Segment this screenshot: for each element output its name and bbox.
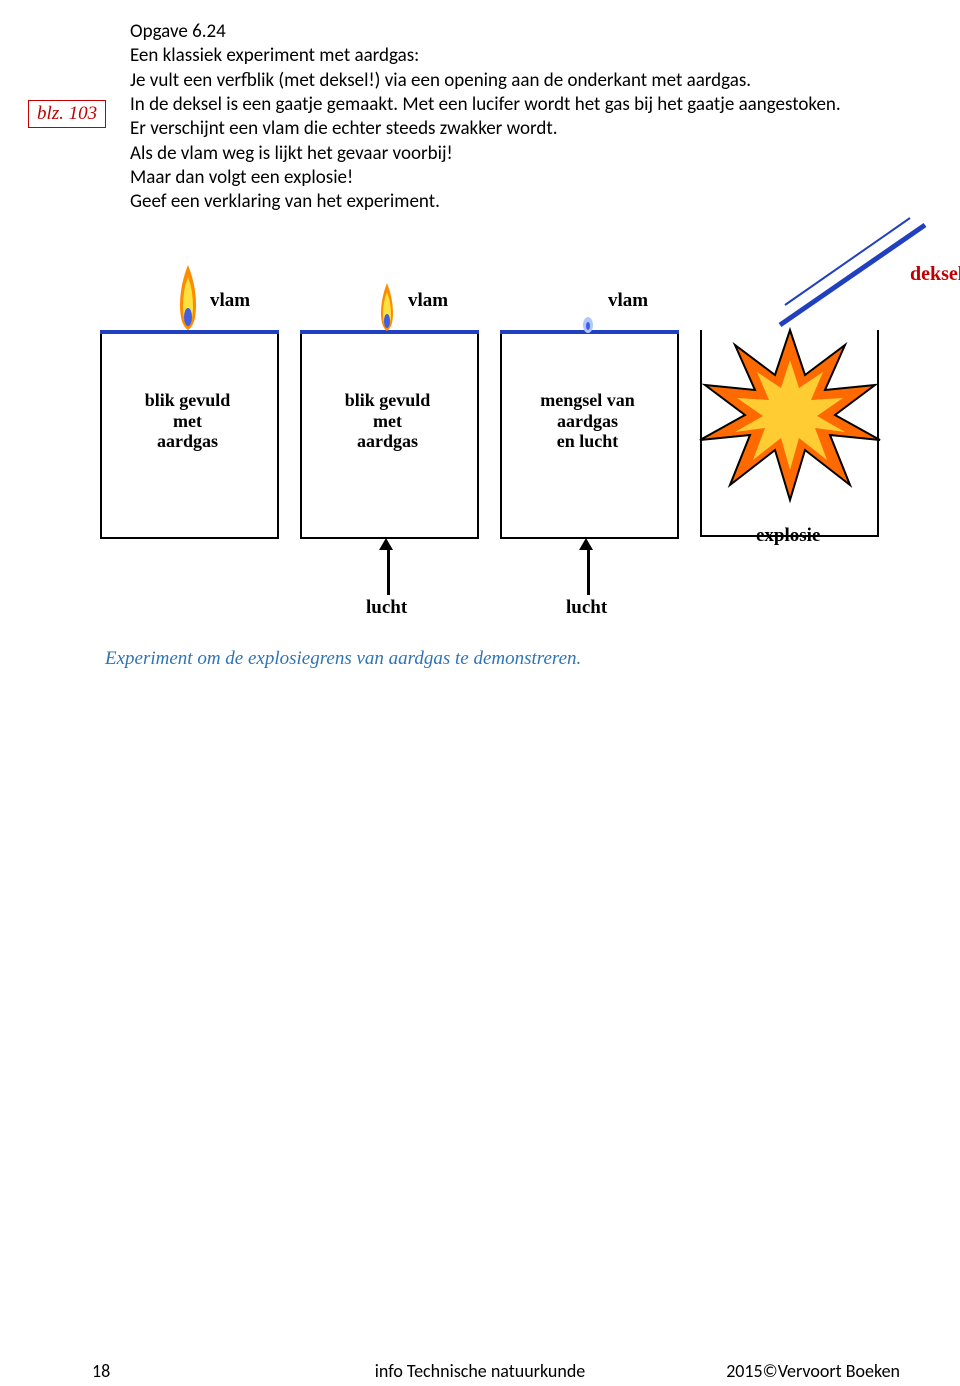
box-label-line: met	[173, 411, 202, 431]
flame-icon	[580, 315, 596, 335]
box-label-line: aardgas	[357, 431, 418, 451]
explosion-icon	[695, 320, 885, 510]
experiment-diagram: deksel vlam blik gevuld met aardgas vlam…	[70, 235, 920, 635]
flame-label: vlam	[210, 290, 250, 312]
box-label-line: aardgas	[157, 431, 218, 451]
assignment-title: Opgave 6.24	[130, 20, 930, 44]
assignment-line: In de deksel is een gaatje gemaakt. Met …	[130, 93, 930, 117]
box-label-line: met	[373, 411, 402, 431]
box-label-line: blik gevuld	[345, 390, 431, 410]
assignment-line: Je vult een verfblik (met deksel!) via e…	[130, 69, 930, 93]
box-label: mengsel van aardgas en lucht	[500, 390, 675, 452]
box-label: blik gevuld met aardgas	[300, 390, 475, 452]
flame-icon	[372, 283, 402, 335]
lucht-label: lucht	[566, 597, 607, 619]
box-label-line: en lucht	[557, 431, 619, 451]
page-reference: blz. 103	[28, 100, 106, 128]
box-label-line: blik gevuld	[145, 390, 231, 410]
assignment-text: Opgave 6.24 Een klassiek experiment met …	[130, 20, 930, 215]
box-label-line: aardgas	[557, 411, 618, 431]
box-label: blik gevuld met aardgas	[100, 390, 275, 452]
footer-right: 2015©Vervoort Boeken	[726, 1360, 900, 1382]
assignment-line: Een klassiek experiment met aardgas:	[130, 44, 930, 68]
assignment-line: Als de vlam weg is lijkt het gevaar voor…	[130, 142, 930, 166]
box-label-line: mengsel van	[540, 390, 635, 410]
flame-icon	[168, 265, 208, 335]
flame-label: vlam	[608, 290, 648, 312]
lucht-label: lucht	[366, 597, 407, 619]
explosie-label: explosie	[756, 525, 820, 547]
assignment-line: Er verschijnt een vlam die echter steeds…	[130, 117, 930, 141]
air-arrow-icon	[584, 538, 593, 595]
deksel-label: deksel	[910, 263, 960, 286]
air-arrow-icon	[384, 538, 393, 595]
assignment-line: Maar dan volgt een explosie!	[130, 166, 930, 190]
flame-label: vlam	[408, 290, 448, 312]
diagram-caption: Experiment om de explosiegrens van aardg…	[105, 648, 581, 670]
